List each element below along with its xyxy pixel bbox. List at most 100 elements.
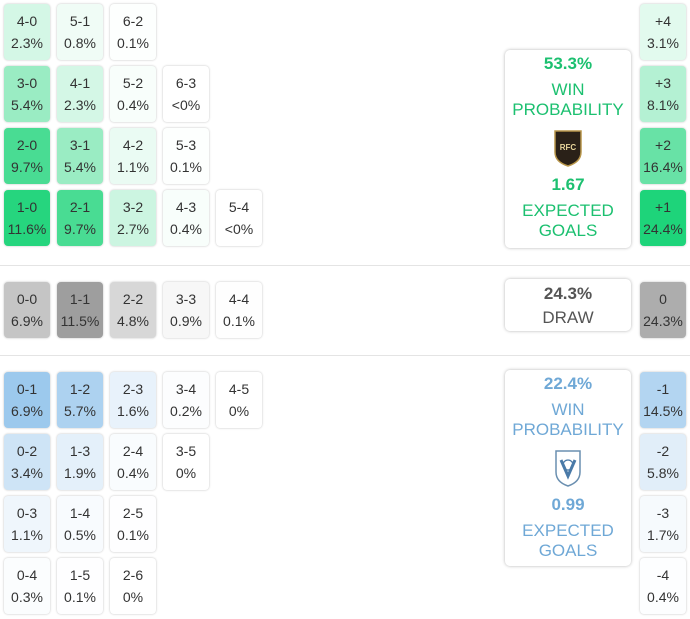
score-label: 6-3 xyxy=(175,75,197,91)
probability-value: 24.3% xyxy=(643,313,683,329)
scoreline-cell: 6-2 0.1% xyxy=(110,4,156,60)
probability-value: 0.9% xyxy=(170,313,202,329)
probability-value: 14.5% xyxy=(643,403,683,419)
scoreline-cell: 0-0 6.9% xyxy=(4,282,50,338)
probability-value: 1.7% xyxy=(647,527,679,543)
probability-value: 2.3% xyxy=(11,35,43,51)
scoreline-cell: 3-5 0% xyxy=(163,434,209,490)
scoreline-cell: 1-0 11.6% xyxy=(4,190,50,246)
away-team-crest-icon xyxy=(555,450,581,487)
probability-value: 1.1% xyxy=(117,159,149,175)
score-label: 2-1 xyxy=(69,199,91,215)
svg-text:RFC: RFC xyxy=(560,143,577,152)
score-label: +3 xyxy=(655,75,671,91)
score-label: 0 xyxy=(659,291,667,307)
xg-label: EXPECTED xyxy=(522,521,614,540)
probability-value: 0.3% xyxy=(11,589,43,605)
probability-value: 5.7% xyxy=(64,403,96,419)
scoreline-cell: 1-2 5.7% xyxy=(57,372,103,428)
score-label: -1 xyxy=(656,381,670,397)
win-label: PROBABILITY xyxy=(512,420,624,439)
goal-margin-cell: +4 3.1% xyxy=(640,4,686,60)
scoreline-cell: 1-1 11.5% xyxy=(57,282,103,338)
scoreline-cell: 4-3 0.4% xyxy=(163,190,209,246)
probability-value: 11.6% xyxy=(7,221,47,237)
probability-value: 1.9% xyxy=(64,465,96,481)
probability-value: 11.5% xyxy=(60,313,100,329)
score-label: 2-5 xyxy=(122,505,144,521)
probability-value: 0.5% xyxy=(64,527,96,543)
scoreline-cell: 3-4 0.2% xyxy=(163,372,209,428)
score-label: 1-3 xyxy=(69,443,91,459)
score-label: 4-5 xyxy=(228,381,250,397)
probability-value: 8.1% xyxy=(647,97,679,113)
scoreline-cell: 0-1 6.9% xyxy=(4,372,50,428)
probability-value: 0% xyxy=(175,465,197,481)
scoreline-cell: 2-2 4.8% xyxy=(110,282,156,338)
away-expected-goals: 0.99 xyxy=(551,495,585,514)
score-label: 1-0 xyxy=(16,199,38,215)
draw-pct: 24.3% xyxy=(543,284,593,303)
probability-value: 3.1% xyxy=(647,35,679,51)
score-label: 0-3 xyxy=(16,505,38,521)
scoreline-cell: 4-0 2.3% xyxy=(4,4,50,60)
probability-value: 0.1% xyxy=(117,35,149,51)
score-label: 6-2 xyxy=(122,13,144,29)
scoreline-cell: 0-3 1.1% xyxy=(4,496,50,552)
probability-value: 0% xyxy=(122,589,144,605)
score-label: 5-4 xyxy=(228,199,250,215)
probability-value: 1.1% xyxy=(11,527,43,543)
probability-value: 9.7% xyxy=(11,159,43,175)
scoreline-cell: 2-4 0.4% xyxy=(110,434,156,490)
score-label: -3 xyxy=(656,505,670,521)
scoreline-cell: 5-1 0.8% xyxy=(57,4,103,60)
win-label: WIN xyxy=(551,80,585,99)
away-team-card: 22.4% WIN PROBABILITY 0.99 EXPECTED GOAL… xyxy=(505,370,631,566)
probability-value: 2.3% xyxy=(64,97,96,113)
win-label: PROBABILITY xyxy=(512,100,624,119)
probability-value: 4.8% xyxy=(117,313,149,329)
score-label: 3-2 xyxy=(122,199,144,215)
probability-value: 0.1% xyxy=(223,313,255,329)
scoreline-cell: 2-6 0% xyxy=(110,558,156,614)
score-label: 5-1 xyxy=(69,13,91,29)
goal-margin-cell: -3 1.7% xyxy=(640,496,686,552)
score-label: 4-1 xyxy=(69,75,91,91)
goal-margin-cell: -4 0.4% xyxy=(640,558,686,614)
score-label: 1-2 xyxy=(69,381,91,397)
home-expected-goals: 1.67 xyxy=(551,175,585,194)
goal-margin-cell: +3 8.1% xyxy=(640,66,686,122)
scoreline-cell: 1-3 1.9% xyxy=(57,434,103,490)
probability-value: 16.4% xyxy=(643,159,683,175)
score-label: 2-0 xyxy=(16,137,38,153)
probability-value: 0% xyxy=(228,403,250,419)
goal-margin-cell: -2 5.8% xyxy=(640,434,686,490)
score-label: +2 xyxy=(655,137,671,153)
probability-value: 9.7% xyxy=(64,221,96,237)
probability-value: 0.1% xyxy=(117,527,149,543)
score-label: 3-3 xyxy=(175,291,197,307)
goal-margin-cell: 0 24.3% xyxy=(640,282,686,338)
scoreline-cell: 2-1 9.7% xyxy=(57,190,103,246)
probability-value: 3.4% xyxy=(11,465,43,481)
probability-value: 1.6% xyxy=(117,403,149,419)
probability-value: 6.9% xyxy=(11,313,43,329)
scoreline-cell: 5-2 0.4% xyxy=(110,66,156,122)
score-label: +4 xyxy=(655,13,671,29)
score-label: 5-3 xyxy=(175,137,197,153)
win-label: WIN xyxy=(551,400,585,419)
score-label: 2-4 xyxy=(122,443,144,459)
score-label: -2 xyxy=(656,443,670,459)
scoreline-cell: 3-2 2.7% xyxy=(110,190,156,246)
score-label: 0-4 xyxy=(16,567,38,583)
probability-value: 0.8% xyxy=(64,35,96,51)
goal-margin-cell: +2 16.4% xyxy=(640,128,686,184)
scoreline-cell: 2-0 9.7% xyxy=(4,128,50,184)
score-label: 0-0 xyxy=(16,291,38,307)
score-label: 4-4 xyxy=(228,291,250,307)
scoreline-cell: 1-4 0.5% xyxy=(57,496,103,552)
probability-value: 5.4% xyxy=(64,159,96,175)
scoreline-cell: 4-4 0.1% xyxy=(216,282,262,338)
score-label: 4-3 xyxy=(175,199,197,215)
home-team-card: 53.3% WIN PROBABILITY RFC 1.67 EXPECTED … xyxy=(505,50,631,248)
